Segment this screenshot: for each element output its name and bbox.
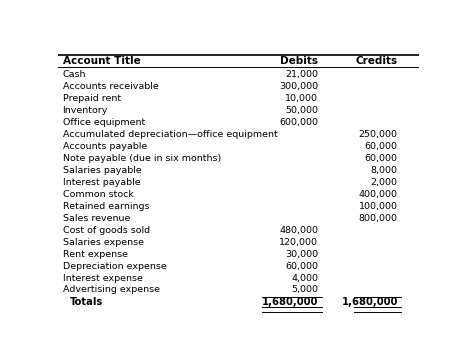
Text: Retained earnings: Retained earnings [62,202,149,211]
Text: 800,000: 800,000 [359,214,398,223]
Text: Cost of goods sold: Cost of goods sold [62,226,150,235]
Text: Salaries payable: Salaries payable [62,166,141,175]
Text: Advertising expense: Advertising expense [62,285,159,294]
Text: Rent expense: Rent expense [62,249,128,258]
Text: Cash: Cash [62,70,86,79]
Text: 30,000: 30,000 [285,249,318,258]
Text: 300,000: 300,000 [279,82,318,91]
Text: 4,000: 4,000 [291,274,318,283]
Text: 60,000: 60,000 [285,262,318,271]
Text: Account Title: Account Title [62,56,140,66]
Text: Interest payable: Interest payable [62,178,140,187]
Text: Prepaid rent: Prepaid rent [62,94,121,103]
Text: 5,000: 5,000 [291,285,318,294]
Text: Note payable (due in six months): Note payable (due in six months) [62,154,221,163]
Text: 21,000: 21,000 [285,70,318,79]
Text: Interest expense: Interest expense [62,274,143,283]
Text: Salaries expense: Salaries expense [62,238,144,247]
Text: Accumulated depreciation—office equipment: Accumulated depreciation—office equipmen… [62,130,277,139]
Text: Accounts receivable: Accounts receivable [62,82,158,91]
Text: 10,000: 10,000 [285,94,318,103]
Text: 250,000: 250,000 [359,130,398,139]
Text: 600,000: 600,000 [279,118,318,127]
Text: 50,000: 50,000 [285,106,318,115]
Text: 8,000: 8,000 [371,166,398,175]
Text: Totals: Totals [70,297,103,307]
Text: 100,000: 100,000 [359,202,398,211]
Text: 480,000: 480,000 [279,226,318,235]
Text: Sales revenue: Sales revenue [62,214,130,223]
Text: 1,680,000: 1,680,000 [342,297,398,307]
Text: 400,000: 400,000 [359,190,398,199]
Text: 2,000: 2,000 [371,178,398,187]
Text: Common stock: Common stock [62,190,133,199]
Text: Depreciation expense: Depreciation expense [62,262,166,271]
Text: 1,680,000: 1,680,000 [262,297,318,307]
Text: 60,000: 60,000 [365,154,398,163]
Text: 60,000: 60,000 [365,142,398,151]
Text: Accounts payable: Accounts payable [62,142,147,151]
Text: Debits: Debits [280,56,318,66]
Text: Credits: Credits [356,56,398,66]
Text: 120,000: 120,000 [279,238,318,247]
Text: Office equipment: Office equipment [62,118,145,127]
Text: Inventory: Inventory [62,106,108,115]
